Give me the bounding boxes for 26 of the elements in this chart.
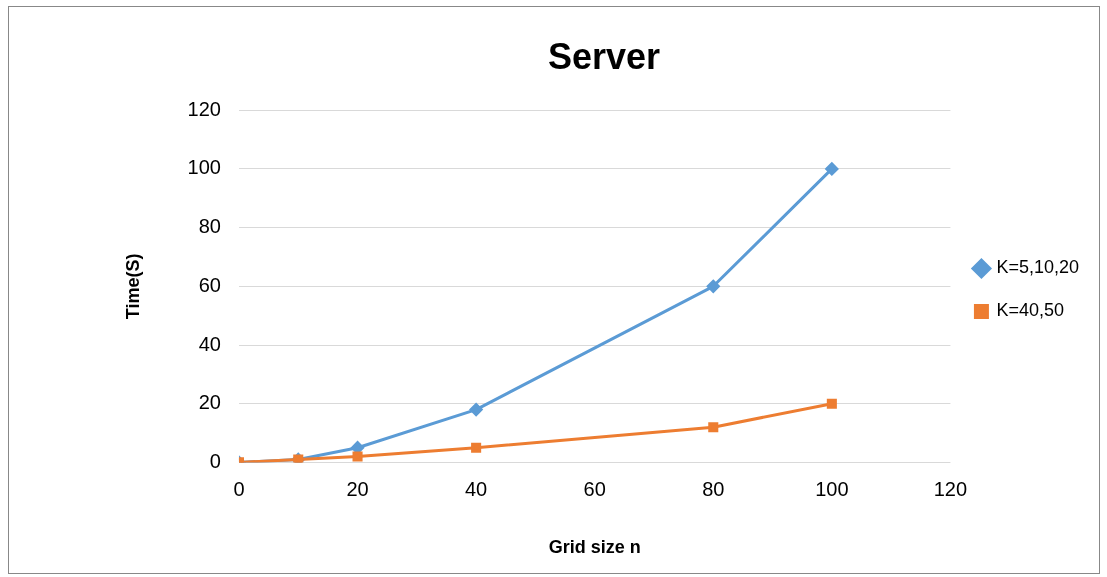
x-tick-label: 0 (233, 477, 245, 500)
point (471, 442, 482, 453)
x-tick-label: 80 (702, 477, 725, 500)
x-tick-label: 120 (933, 477, 968, 500)
y-tick-label: 100 (187, 156, 221, 179)
x-tick-label: 100 (815, 477, 849, 500)
y-tick-label: 120 (187, 97, 221, 120)
legend-label: K=5,10,20 (996, 257, 1079, 278)
y-tick-label: 60 (198, 273, 221, 296)
point (352, 451, 363, 462)
point (469, 403, 483, 417)
x-tick-label: 60 (583, 477, 606, 500)
y-tick-label: 0 (209, 449, 221, 472)
x-axis-title: Grid size n (548, 537, 641, 558)
y-tick-label: 40 (198, 332, 221, 355)
x-tick-label: 40 (465, 477, 488, 500)
point (825, 162, 839, 176)
y-axis-title: Time(S) (122, 253, 143, 320)
chart-title: Server (547, 35, 661, 77)
x-tick-label: 20 (346, 477, 369, 500)
point (826, 398, 837, 409)
legend-label: K=40,50 (996, 300, 1064, 321)
y-tick-label: 20 (198, 391, 221, 414)
point (706, 279, 720, 293)
point (708, 422, 719, 433)
y-tick-label: 80 (198, 215, 221, 238)
